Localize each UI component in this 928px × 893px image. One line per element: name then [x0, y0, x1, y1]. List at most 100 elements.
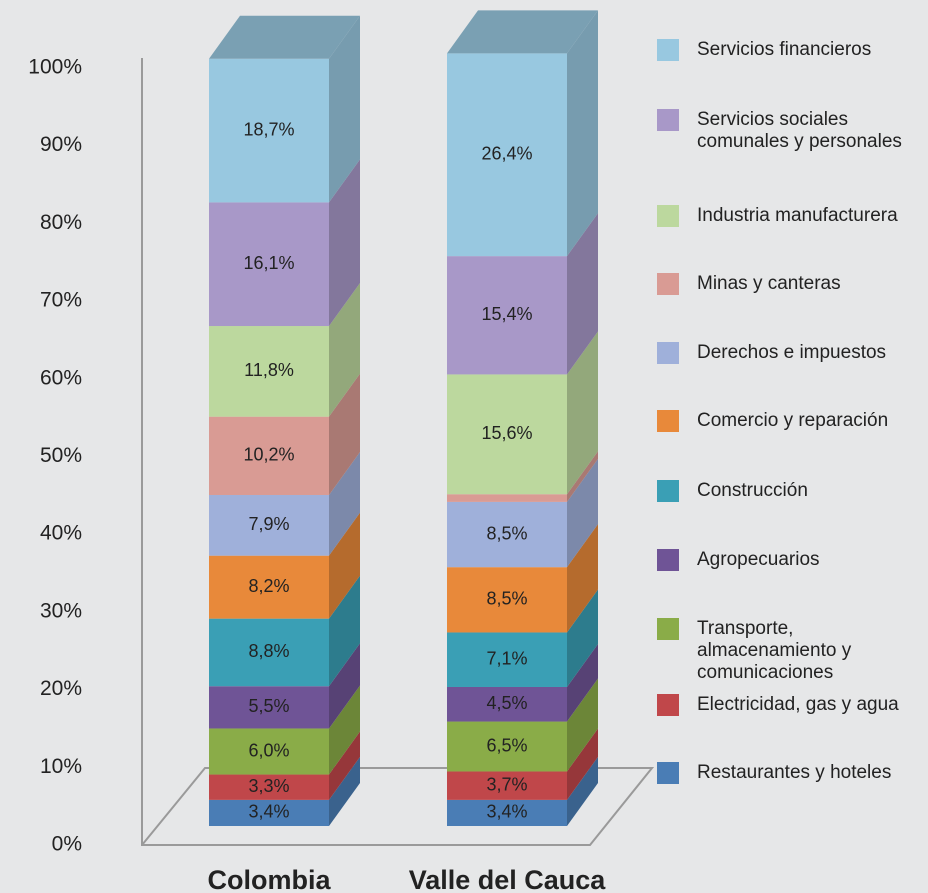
bar-top: [447, 10, 598, 54]
bar-side: [567, 458, 598, 568]
bar-segment: [447, 374, 567, 495]
bar-segment: [447, 721, 567, 772]
value-label: 3,4%: [248, 802, 289, 822]
y-tick-label: 90%: [40, 133, 82, 156]
y-tick-label: 30%: [40, 599, 82, 622]
bar-side: [567, 10, 598, 257]
bar-segment: [209, 774, 329, 800]
legend-label: Servicios sociales comunales y personale…: [697, 109, 902, 152]
legend-swatch: [657, 273, 679, 295]
y-tick-label: 70%: [40, 289, 82, 312]
legend-swatch: [657, 694, 679, 716]
bar-side: [329, 283, 360, 417]
bar-side: [329, 512, 360, 619]
y-tick-label: 80%: [40, 211, 82, 234]
y-tick-label: 100%: [28, 56, 82, 79]
bar-segment: [209, 202, 329, 327]
bar-segment: [447, 501, 567, 568]
legend-swatch: [657, 342, 679, 364]
bar-segment: [447, 53, 567, 257]
bar-segment: [447, 771, 567, 800]
value-label: 3,7%: [486, 774, 527, 794]
bar-side: [329, 159, 360, 327]
bar-side: [329, 731, 360, 800]
value-label: 8,8%: [248, 641, 289, 661]
bar-side: [329, 451, 360, 556]
bar-side: [329, 685, 360, 775]
bar-side: [567, 213, 598, 375]
bar-side: [329, 15, 360, 203]
legend-swatch: [657, 480, 679, 502]
bar-segment: [209, 618, 329, 687]
bar-segment: [209, 686, 329, 729]
bar-side: [329, 756, 360, 826]
legend-label: Servicios financieros: [697, 39, 872, 60]
legend-label: Agropecuarios: [697, 549, 820, 570]
y-tick-label: 50%: [40, 444, 82, 467]
legend-swatch: [657, 39, 679, 61]
legend-swatch: [657, 205, 679, 227]
legend-swatch: [657, 109, 679, 131]
bar-segment: [447, 686, 567, 722]
bar-side: [567, 331, 598, 495]
value-label: 8,2%: [248, 576, 289, 596]
bar-side: [329, 643, 360, 729]
legend-swatch: [657, 549, 679, 571]
value-label: 11,8%: [244, 360, 294, 380]
bar-side: [329, 373, 360, 495]
legend-swatch: [657, 410, 679, 432]
bar-segment: [209, 728, 329, 775]
bar-side: [567, 756, 598, 826]
bar-side: [567, 728, 598, 800]
value-label: 7,9%: [248, 514, 289, 534]
value-label: 15,6%: [481, 423, 532, 443]
bar-segment: [209, 58, 329, 203]
legend-label: Derechos e impuestos: [697, 342, 887, 363]
y-tick-label: 60%: [40, 366, 82, 389]
value-label: 10,2%: [243, 445, 294, 465]
legend-label: Industria manufacturera: [697, 205, 898, 226]
legend-swatch: [657, 762, 679, 784]
value-label: 18,7%: [243, 119, 294, 139]
bar-side: [567, 451, 598, 502]
value-label: 4,5%: [486, 693, 527, 713]
x-tick-label: Colombia: [207, 865, 331, 893]
legend-label: Electricidad, gas y agua: [697, 694, 899, 715]
y-tick-label: 10%: [40, 755, 82, 778]
value-label: 8,5%: [486, 589, 527, 609]
legend-label: Transporte, almacenamiento y comunicacio…: [697, 618, 852, 683]
y-tick-label: 20%: [40, 677, 82, 700]
legend-label: Construcción: [697, 480, 808, 501]
legend-label: Restaurantes y hoteles: [697, 762, 892, 783]
legend-label: Minas y canteras: [697, 273, 841, 294]
bar-segment: [447, 494, 567, 502]
value-label: 5,5%: [248, 696, 289, 716]
legend-swatch: [657, 618, 679, 640]
bar-top: [209, 15, 360, 59]
bar-segment: [447, 567, 567, 633]
bar-segment: [447, 256, 567, 375]
bar-segment: [447, 632, 567, 687]
y-tick-label: 0%: [52, 833, 82, 856]
axis-floor: [141, 58, 655, 846]
value-label: 26,4%: [481, 144, 532, 164]
y-tick-label: 40%: [40, 522, 82, 545]
x-tick-label: Valle del Cauca: [409, 865, 607, 893]
bar-side: [567, 643, 598, 722]
bar-side: [567, 678, 598, 772]
bar-segment: [209, 799, 329, 826]
value-label: 6,5%: [486, 735, 527, 755]
bar-segment: [209, 326, 329, 417]
bar-segment: [209, 494, 329, 556]
value-label: 15,4%: [481, 304, 532, 324]
value-label: 8,5%: [486, 523, 527, 543]
value-label: 6,0%: [248, 740, 289, 760]
bar-side: [567, 589, 598, 687]
value-label: 3,4%: [486, 802, 527, 822]
bar-side: [567, 524, 598, 633]
legend-label: Comercio y reparación: [697, 410, 889, 431]
value-label: 7,1%: [486, 648, 527, 668]
bar-segment: [447, 799, 567, 826]
